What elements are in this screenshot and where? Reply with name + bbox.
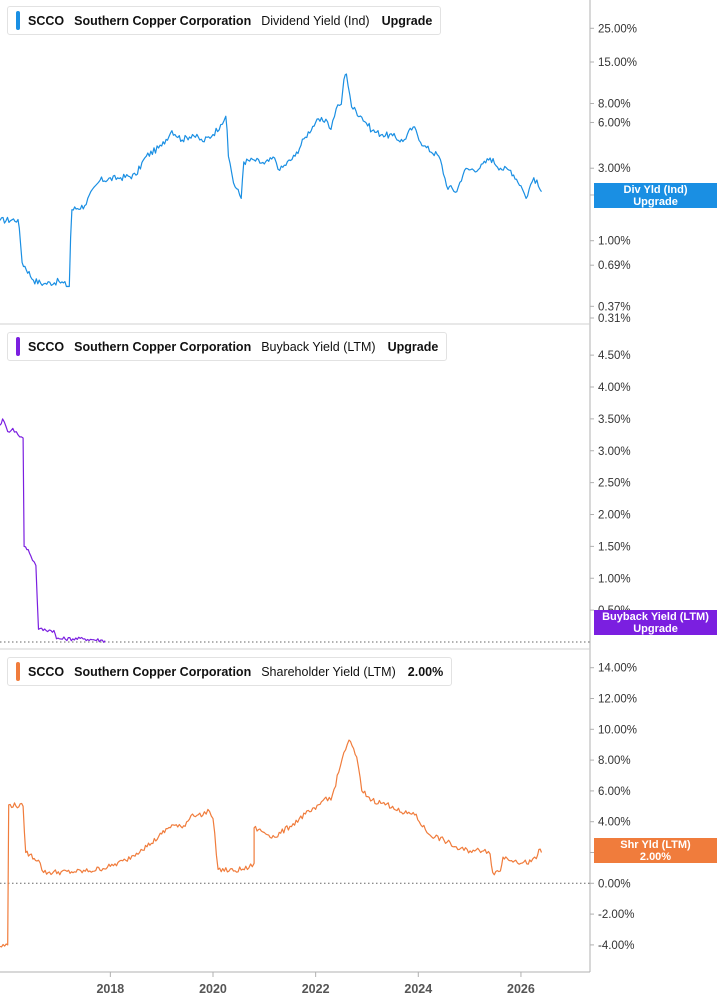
x-tick-label: 2024 bbox=[404, 982, 432, 996]
tag-label: Div Yld (Ind) bbox=[623, 183, 688, 196]
y-tick-label: 1.00% bbox=[598, 573, 631, 585]
y-tick-label: 2.00% bbox=[598, 510, 631, 522]
y-tick-label: 4.00% bbox=[598, 817, 631, 829]
y-tick-label: 6.00% bbox=[598, 786, 631, 798]
y-tick-label: -4.00% bbox=[598, 940, 634, 952]
y-tick-label: 10.00% bbox=[598, 724, 637, 736]
y-tick-label: 6.00% bbox=[598, 117, 631, 129]
series-line bbox=[0, 73, 542, 288]
legend-company: Southern Copper Corporation bbox=[74, 664, 252, 679]
legend-ticker: SCCO bbox=[28, 664, 65, 679]
tag-value: Upgrade bbox=[633, 195, 678, 208]
y-tick-label: 3.00% bbox=[598, 163, 631, 175]
y-tick-label: 3.00% bbox=[598, 446, 631, 458]
dividend-yield-value-tag[interactable]: Div Yld (Ind) Upgrade bbox=[594, 183, 717, 208]
y-tick-label: 1.50% bbox=[598, 541, 631, 553]
shareholder-yield-value-tag: Shr Yld (LTM) 2.00% bbox=[594, 838, 717, 863]
legend-company: Southern Copper Corporation bbox=[74, 13, 252, 28]
x-tick-label: 2026 bbox=[507, 982, 535, 996]
dividend-yield-legend[interactable]: SCCO Southern Copper Corporation Dividen… bbox=[7, 6, 442, 35]
legend-company: Southern Copper Corporation bbox=[74, 339, 252, 354]
buyback-yield-value-tag[interactable]: Buyback Yield (LTM) Upgrade bbox=[594, 610, 717, 635]
y-tick-label: 2.50% bbox=[598, 478, 631, 490]
legend-ticker: SCCO bbox=[28, 339, 65, 354]
x-tick-label: 2022 bbox=[302, 982, 330, 996]
legend-ticker: SCCO bbox=[28, 13, 65, 28]
series-line bbox=[0, 418, 106, 643]
dividend-yield-panel: 25.00%15.00%8.00%6.00%3.00%2.00%1.00%0.6… bbox=[0, 23, 637, 325]
x-tick-label: 2020 bbox=[199, 982, 227, 996]
shareholder-yield-legend[interactable]: SCCO Southern Copper Corporation Shareho… bbox=[7, 657, 453, 686]
chart-frame bbox=[0, 0, 591, 973]
y-tick-label: 0.69% bbox=[598, 260, 631, 272]
y-tick-label: 0.00% bbox=[598, 878, 631, 890]
tag-label: Shr Yld (LTM) bbox=[620, 838, 691, 851]
legend-metric: Dividend Yield (Ind) bbox=[261, 13, 370, 28]
legend-upgrade-link[interactable]: Upgrade bbox=[381, 13, 433, 28]
series-color-swatch bbox=[16, 662, 20, 681]
series-color-swatch bbox=[16, 11, 20, 30]
y-tick-label: 3.50% bbox=[598, 414, 631, 426]
y-tick-label: 12.00% bbox=[598, 694, 637, 706]
y-tick-label: 0.31% bbox=[598, 313, 631, 325]
y-tick-label: 1.00% bbox=[598, 236, 631, 248]
y-tick-label: 4.50% bbox=[598, 350, 631, 362]
y-tick-label: 4.00% bbox=[598, 382, 631, 394]
y-tick-label: 25.00% bbox=[598, 23, 637, 35]
buyback-yield-legend[interactable]: SCCO Southern Copper Corporation Buyback… bbox=[7, 332, 448, 361]
legend-metric: Buyback Yield (LTM) bbox=[261, 339, 376, 354]
shareholder-yield-panel: 14.00% 12.00% 10.00% 8.00% 6.00% 4.00% 2.00% 0.… bbox=[0, 663, 637, 952]
tag-label: Buyback Yield (LTM) bbox=[602, 610, 709, 623]
y-tick-label: 8.00% bbox=[598, 98, 631, 110]
series-line bbox=[0, 739, 543, 948]
y-tick-label: 15.00% bbox=[598, 57, 637, 69]
legend-metric: Shareholder Yield (LTM) bbox=[261, 664, 396, 679]
tag-value: 2.00% bbox=[639, 850, 672, 863]
tag-value: Upgrade bbox=[633, 622, 678, 635]
y-tick-label: 0.37% bbox=[598, 301, 631, 313]
y-tick-label: 14.00% bbox=[598, 663, 637, 675]
buyback-yield-panel: 4.50% 4.00% 3.50% 3.00% 2.50% 2.00% 1.50% 1.00%… bbox=[0, 350, 631, 643]
legend-upgrade-link[interactable]: Upgrade bbox=[387, 339, 439, 354]
series-color-swatch bbox=[16, 337, 20, 356]
x-tick-label: 2018 bbox=[96, 982, 124, 996]
y-tick-label: 8.00% bbox=[598, 755, 631, 767]
x-axis: 2018 2020 2022 2024 2026 bbox=[96, 972, 535, 996]
legend-value: 2.00% bbox=[407, 664, 444, 679]
y-tick-label: -2.00% bbox=[598, 909, 634, 921]
